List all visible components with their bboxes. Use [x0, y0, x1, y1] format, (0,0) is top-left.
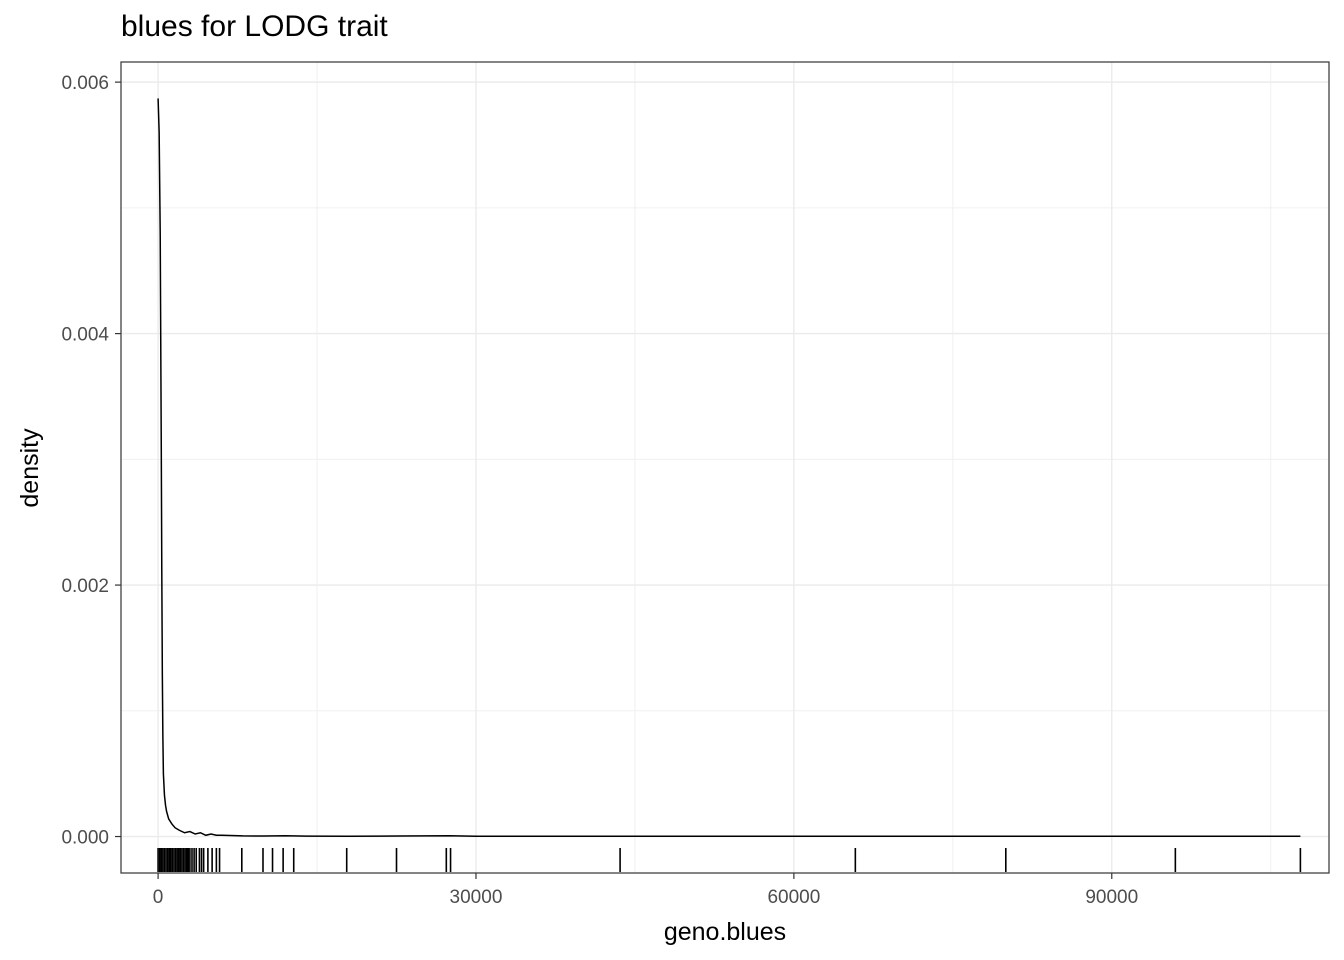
y-tick-label: 0.000	[61, 828, 109, 849]
panel-border	[120, 61, 1330, 874]
x-axis-ticks: 0 30000 60000 90000	[153, 873, 1138, 908]
y-tick-label: 0.004	[61, 325, 109, 346]
rug-marks	[157, 848, 1302, 872]
y-tick-label: 0.006	[61, 73, 109, 94]
chart-title: blues for LODG trait	[121, 10, 388, 43]
major-gridlines	[121, 62, 1329, 873]
y-tick-label: 0.002	[61, 576, 109, 597]
minor-gridlines	[121, 62, 1329, 873]
x-axis-title: geno.blues	[664, 918, 786, 946]
y-axis-ticks: 0.000 0.002 0.004 0.006	[61, 73, 121, 849]
x-tick-label: 30000	[450, 887, 503, 908]
x-tick-label: 60000	[767, 887, 820, 908]
x-tick-label: 0	[153, 887, 164, 908]
x-tick-label: 90000	[1085, 887, 1138, 908]
density-curve	[157, 98, 1301, 838]
y-axis-title: density	[16, 428, 44, 508]
